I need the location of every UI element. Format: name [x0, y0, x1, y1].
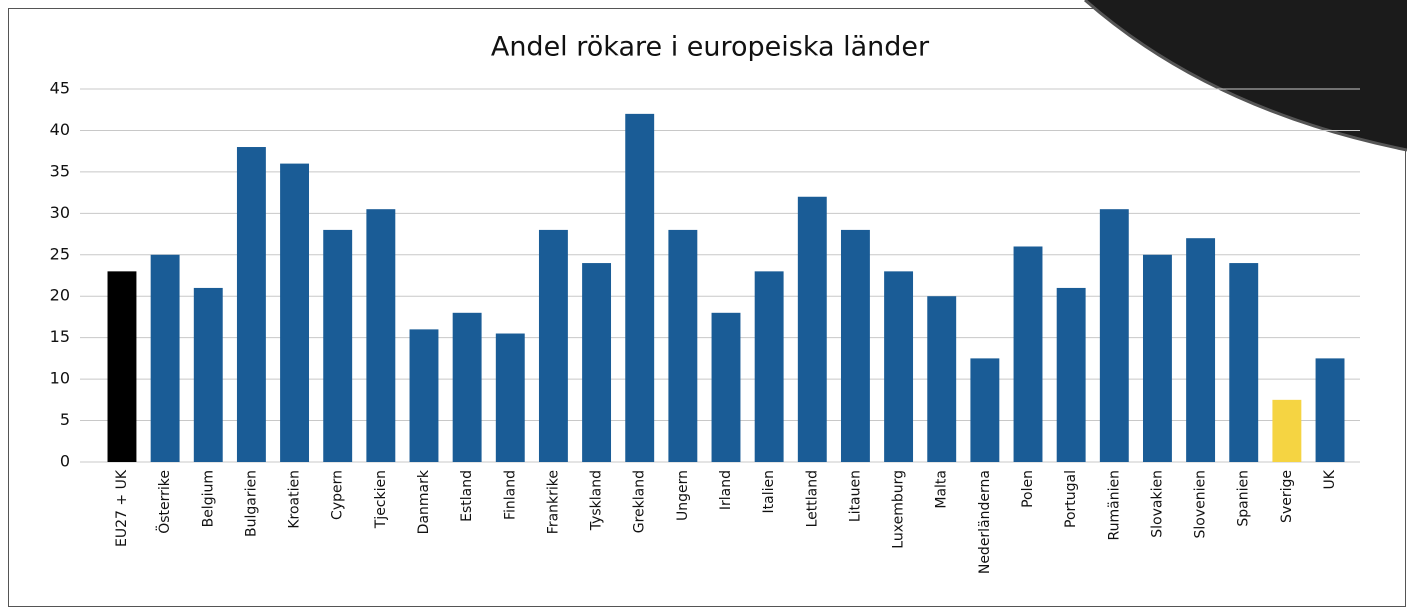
x-tick-label: Spanien	[1236, 470, 1252, 527]
x-tick-label: Polen	[1020, 470, 1036, 508]
x-tick-label: Bulgarien	[243, 470, 259, 537]
bar	[280, 163, 310, 462]
bar	[1272, 399, 1302, 462]
bar	[1142, 254, 1172, 462]
x-tick-label: Malta	[934, 470, 950, 509]
x-tick-label: Ungern	[675, 470, 691, 521]
bar	[840, 229, 870, 462]
x-tick-label: Slovakien	[1149, 470, 1165, 538]
x-tick-label: Danmark	[416, 469, 432, 534]
bar	[236, 147, 266, 462]
x-tick-label: Belgium	[200, 470, 216, 527]
x-tick-label: Italien	[761, 470, 777, 513]
y-tick-label: 10	[50, 369, 70, 388]
x-tick-label: Österrike	[155, 470, 173, 534]
y-tick-label: 45	[50, 79, 70, 98]
bar	[366, 209, 396, 462]
x-tick-label: Estland	[459, 470, 475, 522]
x-tick-label: Frankrike	[545, 470, 561, 534]
bar	[1099, 209, 1129, 462]
bar	[1056, 287, 1086, 462]
x-tick-label: Sverige	[1279, 470, 1295, 523]
bar	[625, 113, 655, 462]
bar	[150, 254, 180, 462]
bar	[1186, 238, 1216, 462]
y-tick-label: 25	[50, 244, 70, 263]
x-tick-label: Portugal	[1063, 470, 1079, 528]
bar	[1315, 358, 1345, 462]
x-tick-label: Irland	[718, 470, 734, 510]
bar	[409, 329, 439, 462]
bar	[797, 196, 827, 462]
y-tick-label: 30	[50, 203, 70, 222]
y-tick-label: 0	[60, 452, 70, 471]
bar	[582, 263, 612, 462]
x-tick-label: Finland	[502, 470, 518, 520]
x-tick-label: Rumänien	[1106, 470, 1122, 540]
decoration	[1085, 0, 1407, 150]
x-tick-label: EU27 + UK	[114, 469, 130, 547]
bar	[754, 271, 784, 462]
bar	[884, 271, 914, 462]
bar	[927, 296, 957, 462]
bar	[970, 358, 1000, 462]
bar	[538, 229, 568, 462]
x-tick-label: Slovenien	[1193, 470, 1209, 539]
x-tick-label: Litauen	[847, 470, 863, 522]
y-tick-label: 20	[50, 286, 70, 305]
bar	[193, 287, 223, 462]
bar	[323, 229, 353, 462]
y-tick-label: 40	[50, 120, 70, 139]
x-tick-label: Grekland	[632, 470, 648, 533]
bar	[668, 229, 698, 462]
chart-title: Andel rökare i europeiska länder	[491, 32, 930, 63]
x-tick-label: UK	[1322, 469, 1338, 489]
y-tick-label: 35	[50, 161, 70, 180]
bar	[452, 312, 482, 462]
y-tick-label: 5	[60, 410, 70, 429]
bar	[107, 271, 137, 462]
x-tick-label: Tyskland	[589, 470, 605, 531]
decoration-edge	[1084, 0, 1407, 152]
x-tick-label: Luxemburg	[891, 470, 907, 549]
y-tick-label: 15	[50, 327, 70, 346]
x-tick-label: Tjeckien	[373, 470, 389, 529]
bar	[1229, 263, 1259, 462]
x-tick-label: Lettland	[804, 470, 820, 527]
x-tick-label: Cypern	[330, 470, 346, 520]
bar	[1013, 246, 1043, 462]
x-tick-label: Kroatien	[287, 470, 303, 529]
bar	[495, 333, 525, 462]
bar	[711, 312, 741, 462]
x-tick-label: Nederländerna	[977, 470, 993, 574]
